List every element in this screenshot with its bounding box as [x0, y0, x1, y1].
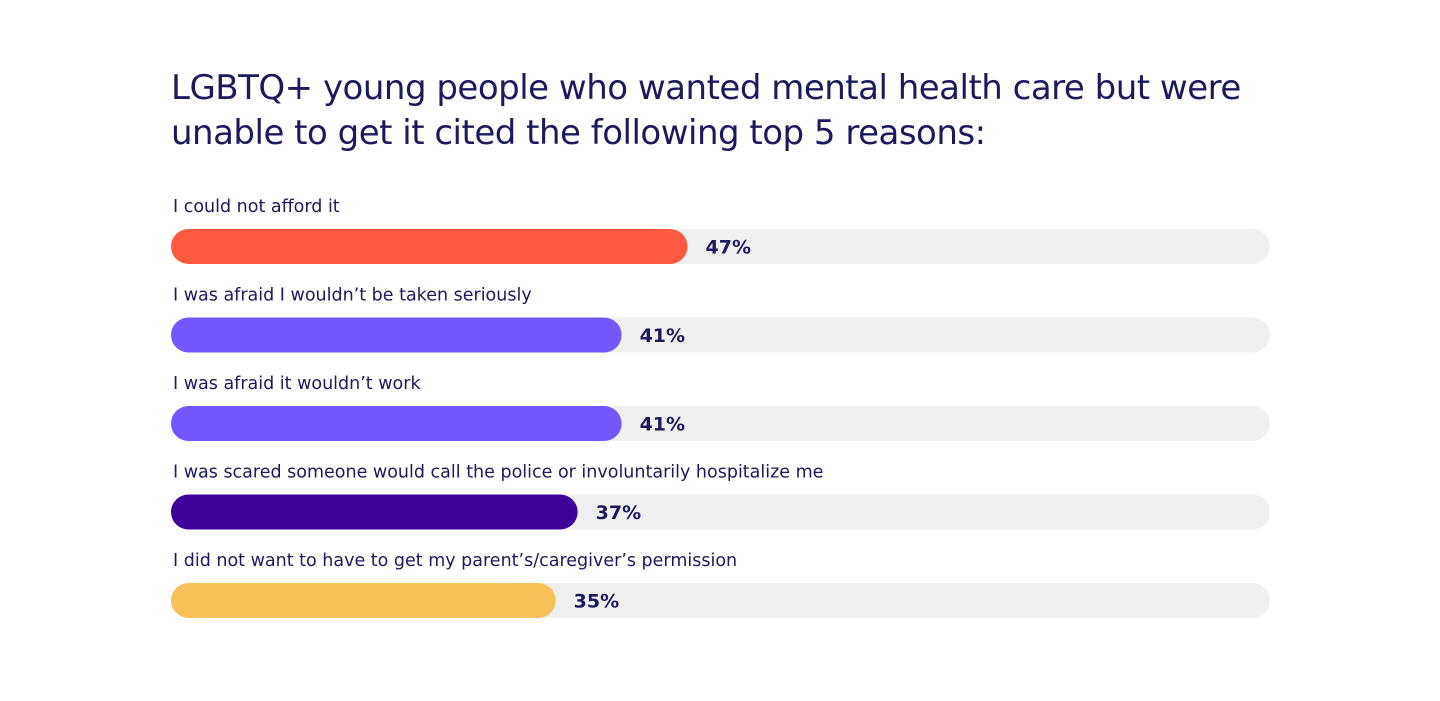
value-label: 41%	[640, 414, 685, 436]
category-label: I was afraid I wouldn’t be taken serious…	[173, 286, 532, 306]
chart-title: LGBTQ+ young people who wanted mental he…	[171, 68, 1241, 153]
value-label: 41%	[640, 325, 685, 347]
value-label: 47%	[706, 237, 751, 259]
category-label: I could not afford it	[173, 197, 340, 217]
bar	[171, 317, 622, 353]
category-label: I was scared someone would call the poli…	[173, 463, 823, 483]
bar	[171, 229, 688, 264]
value-label: 37%	[596, 502, 641, 524]
bar	[171, 406, 622, 441]
bar	[171, 494, 578, 530]
category-label: I did not want to have to get my parent’…	[173, 551, 737, 571]
value-label: 35%	[574, 591, 619, 613]
category-label: I was afraid it wouldn’t work	[173, 374, 421, 394]
bar	[171, 583, 556, 618]
